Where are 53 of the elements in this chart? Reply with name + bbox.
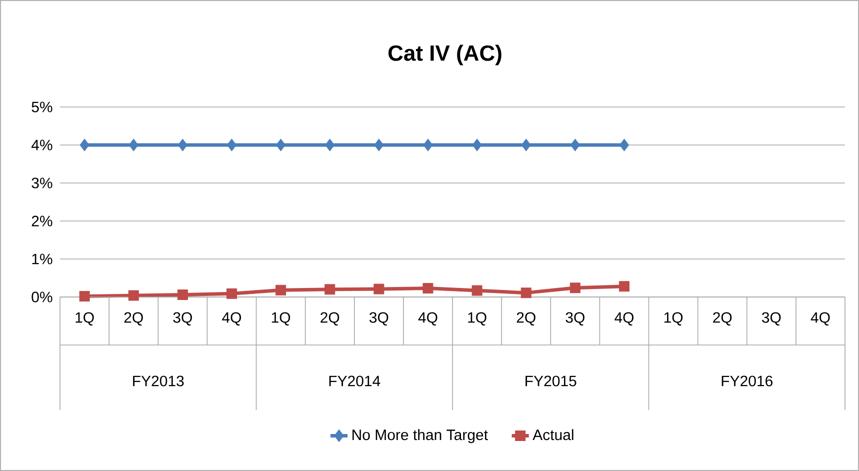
- legend-label: Actual: [532, 429, 574, 440]
- x-tick-label: 3Q: [173, 312, 192, 326]
- x-tick-label: 4Q: [614, 312, 634, 326]
- point: [570, 138, 580, 152]
- point: [80, 138, 90, 152]
- x-tick-label: 3Q: [369, 312, 388, 326]
- point: [128, 138, 138, 152]
- x-tick-label: 1Q: [272, 312, 290, 326]
- x-tick-label: 3Q: [566, 312, 584, 326]
- x-tick-label: 2Q: [320, 312, 340, 326]
- y-tick-label: 2%: [32, 216, 52, 226]
- point: [79, 290, 90, 302]
- point: [619, 138, 629, 152]
- x-tick-label: 1Q: [664, 312, 683, 326]
- point: [520, 288, 532, 298]
- point: [128, 290, 139, 301]
- chart-title: Cat IV (AC): [388, 44, 502, 66]
- text: FY2013: [133, 376, 184, 386]
- text: FY2016: [722, 376, 772, 386]
- point: [521, 138, 531, 152]
- point: [276, 138, 286, 152]
- x-tick-label: 4Q: [222, 312, 242, 326]
- x-tick-label: 2Q: [516, 312, 536, 326]
- point: [226, 138, 236, 152]
- text: FY2014: [329, 376, 380, 386]
- point: [276, 284, 286, 296]
- point: [618, 281, 630, 292]
- x-tick-label: 3Q: [762, 312, 781, 326]
- point: [423, 138, 433, 152]
- x-tick-label: 1Q: [76, 312, 94, 326]
- point: [324, 284, 336, 295]
- point: [177, 289, 188, 300]
- point: [570, 282, 580, 294]
- y-tick-label: 4%: [31, 140, 52, 150]
- y-tick-label: 5%: [32, 102, 52, 112]
- x-tick-label: 4Q: [810, 312, 830, 326]
- x-tick-label: 2Q: [124, 312, 143, 326]
- legend-label: No More than Target: [352, 429, 488, 444]
- x-tick-label: 2Q: [713, 312, 732, 326]
- point: [374, 138, 384, 152]
- y-tick-label: 1%: [32, 254, 52, 264]
- point: [178, 138, 188, 152]
- text: FY2015: [526, 376, 576, 386]
- point: [325, 138, 335, 152]
- point: [374, 284, 384, 294]
- x-tick-label: 1Q: [468, 312, 486, 326]
- point: [422, 283, 434, 294]
- point: [472, 138, 482, 152]
- point: [226, 288, 237, 299]
- point: [472, 285, 482, 296]
- y-tick-label: 0%: [32, 292, 52, 302]
- x-tick-label: 4Q: [418, 312, 438, 326]
- y-tick-label: 3%: [32, 178, 52, 188]
